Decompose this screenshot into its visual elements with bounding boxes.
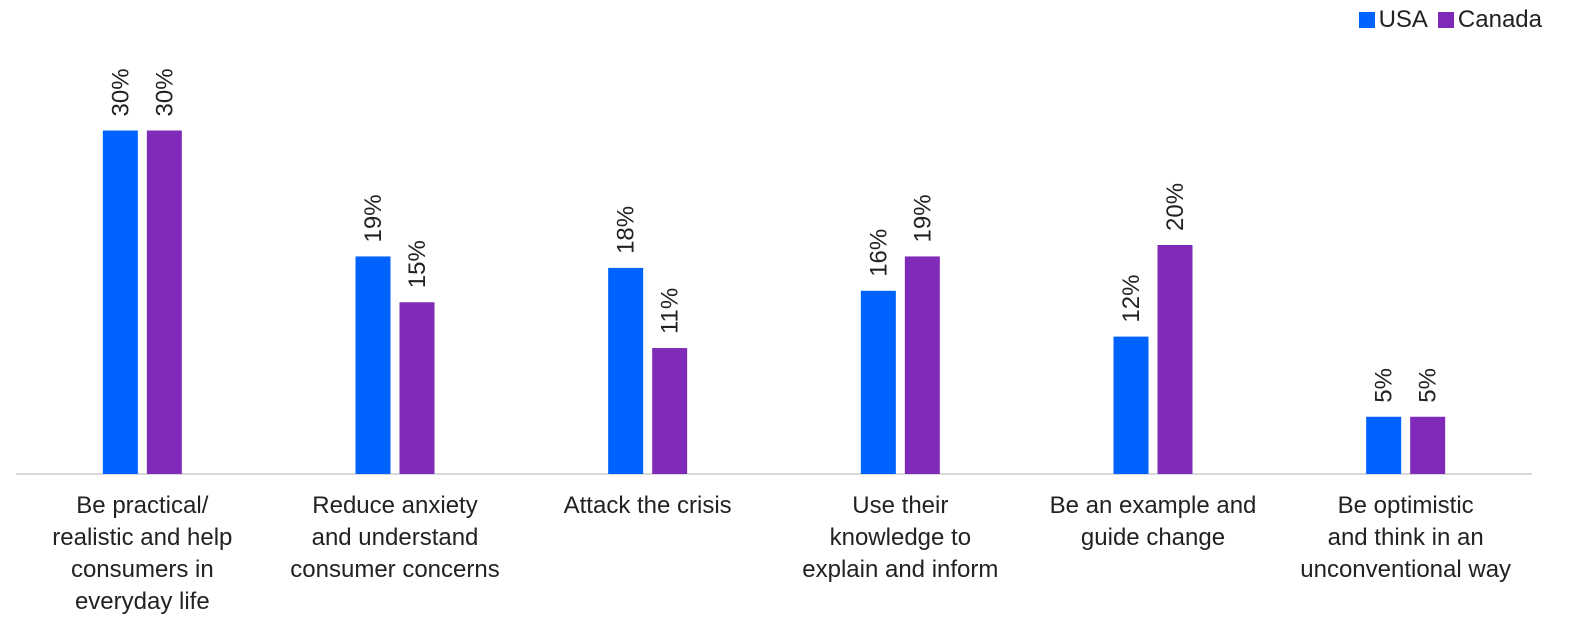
legend-item-usa: USA — [1358, 6, 1428, 34]
category-label-0: Be practical/ realistic and help consume… — [52, 492, 233, 615]
data-label-canada-0: 30% — [151, 68, 178, 116]
bar-usa-1 — [355, 256, 391, 474]
chart-legend: USA Canada — [1349, 6, 1542, 34]
legend-label-canada: Canada — [1457, 6, 1542, 33]
legend-swatch-usa — [1358, 12, 1375, 28]
data-label-canada-2: 11% — [657, 288, 684, 334]
legend-swatch-canada — [1437, 12, 1454, 28]
legend-label-usa: USA — [1378, 6, 1428, 33]
bar-canada-3 — [904, 256, 940, 474]
data-label-usa-0: 30% — [107, 68, 134, 116]
bar-usa-3 — [860, 290, 896, 474]
bar-usa-2 — [608, 267, 644, 474]
category-label-4: Be an example and guide change — [1049, 492, 1257, 551]
category-label-1: Reduce anxiety and understand consumer c… — [290, 492, 500, 583]
category-label-5: Be optimistic and think in an unconventi… — [1300, 492, 1512, 583]
category-label-3: Use their knowledge to explain and infor… — [802, 492, 999, 583]
data-label-usa-4: 12% — [1118, 275, 1145, 323]
data-label-canada-5: 5% — [1415, 368, 1442, 403]
bar-usa-4 — [1113, 336, 1149, 474]
data-label-canada-4: 20% — [1162, 183, 1189, 231]
bar-canada-0 — [146, 130, 182, 474]
data-label-usa-5: 5% — [1371, 368, 1398, 403]
data-label-canada-1: 15% — [404, 240, 431, 288]
legend-item-canada: Canada — [1437, 6, 1542, 34]
bar-canada-2 — [652, 348, 688, 474]
data-label-usa-1: 19% — [360, 194, 387, 242]
data-label-canada-3: 19% — [909, 194, 936, 242]
category-label-2: Attack the crisis — [563, 492, 732, 519]
bar-canada-4 — [1157, 245, 1193, 474]
bar-canada-1 — [399, 302, 435, 474]
data-label-usa-2: 18% — [613, 206, 640, 254]
bar-usa-0 — [102, 130, 138, 474]
data-label-usa-3: 16% — [865, 229, 892, 277]
bar-usa-5 — [1366, 416, 1402, 474]
bar-canada-5 — [1410, 416, 1446, 474]
